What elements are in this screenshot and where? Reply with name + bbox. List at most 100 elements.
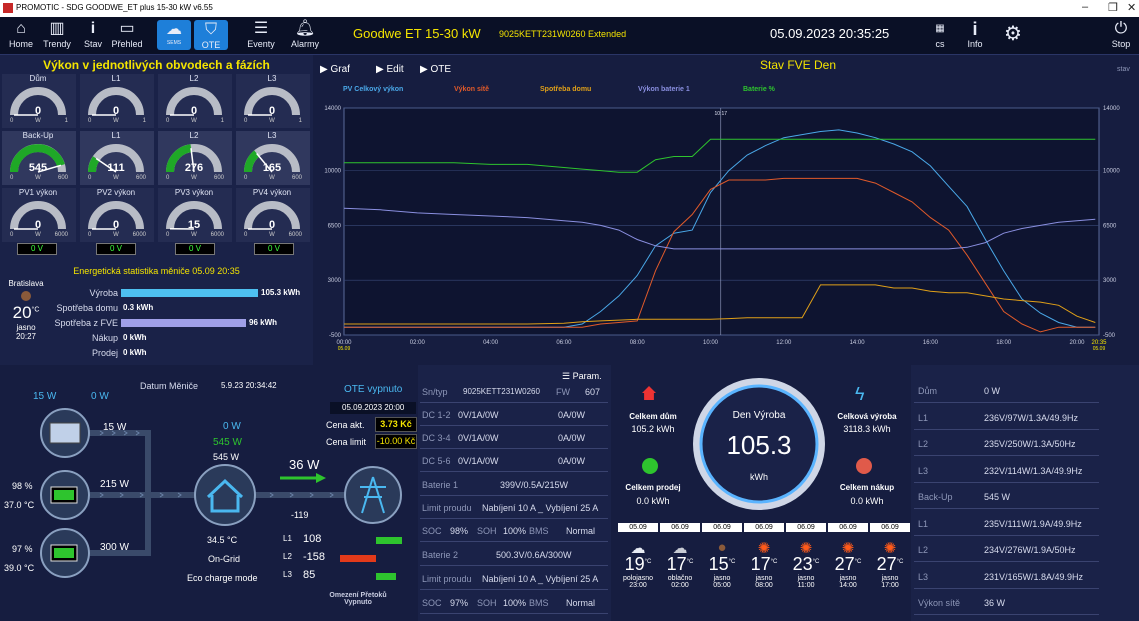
stat-value: 0 kWh bbox=[123, 333, 147, 342]
gauge-label: PV1 výkon bbox=[18, 188, 58, 197]
pv-flow-line bbox=[70, 430, 195, 498]
gauge-track bbox=[166, 201, 222, 230]
phase-table-row: Back-Up 545 W bbox=[914, 483, 1099, 509]
param-button[interactable]: ☰ Param. bbox=[562, 371, 602, 382]
phase-table-label: Back-Up bbox=[918, 492, 953, 502]
param-label: Param. bbox=[572, 371, 602, 381]
gauge: L3 0 W 0 1 bbox=[236, 74, 308, 138]
eventy-button[interactable]: ☰ Eventy bbox=[244, 19, 278, 53]
sems-button[interactable]: ☁ SEMS bbox=[157, 20, 191, 50]
house-w1: 0 W bbox=[223, 421, 241, 432]
forecast-temp-value: 17 bbox=[666, 554, 687, 574]
chart-xtick: 04:00 bbox=[483, 340, 499, 346]
trendy-button[interactable]: ▥ Trendy bbox=[40, 19, 74, 53]
left-panel-title: Výkon v jednotlivých obvodech a fázích bbox=[43, 58, 270, 72]
gauge-unit: W bbox=[191, 175, 197, 181]
info-button[interactable]: i Info bbox=[958, 19, 992, 53]
alarmy-button[interactable]: 🔔︎ Alarmy bbox=[288, 19, 322, 53]
gauge-max: 6000 bbox=[54, 232, 68, 238]
lim2-value: Nabíjení 10 A _ Vybíjení 25 A bbox=[482, 574, 599, 584]
phase-table-value: 36 W bbox=[984, 598, 1006, 608]
phase-table-row: L2 235V/250W/1.3A/50Hz bbox=[914, 430, 1099, 456]
trend-chart[interactable]: 14000 14000 10000 10000 6500 6500 3000 3000 -500… bbox=[313, 78, 1139, 360]
house-icon bbox=[206, 478, 244, 513]
edit-button[interactable]: ▶ Edit bbox=[376, 64, 404, 75]
graf-button[interactable]: ▶ Graf bbox=[320, 64, 350, 75]
bat1-label: Baterie 1 bbox=[422, 480, 459, 490]
gauge: L3 165 W 0 600 bbox=[236, 131, 308, 195]
bat2-flow-line bbox=[90, 495, 151, 556]
forecast-item: 06.09 ✺ 17°C jasno 08:00 bbox=[744, 523, 784, 589]
chart-legend-item: Výkon sítě bbox=[454, 86, 489, 93]
flow-diagram bbox=[40, 408, 402, 580]
phase-table-row: Dům 0 W bbox=[914, 377, 1099, 403]
forecast-time: 23:00 bbox=[629, 582, 647, 589]
gauge-unit: W bbox=[35, 175, 41, 181]
gauge-unit: W bbox=[269, 232, 275, 238]
home-button[interactable]: ⌂ Home bbox=[4, 19, 38, 53]
gauge-needle bbox=[37, 164, 62, 173]
gauge-track bbox=[166, 87, 222, 116]
forecast-temp-value: 27 bbox=[876, 554, 897, 574]
forecast-date: 06.09 bbox=[660, 523, 700, 532]
phase-value: 108 bbox=[303, 533, 322, 545]
stav-toggle[interactable]: stav bbox=[1117, 66, 1130, 73]
prehled-button[interactable]: ▭ Přehled bbox=[111, 20, 143, 49]
den-label: Den Výroba bbox=[732, 410, 786, 421]
close-icon[interactable]: ✕ bbox=[1127, 2, 1137, 14]
chart-ytick-right: -500 bbox=[1103, 333, 1116, 339]
gauge-max: 1 bbox=[220, 118, 224, 124]
dc-label: DC 5-6 bbox=[422, 456, 451, 466]
phase-table-row: Výkon sítě 36 W bbox=[914, 589, 1099, 615]
gauge: PV1 výkon 0 W 0 6000 bbox=[2, 188, 74, 252]
lim1-row: Limit proudu Nabíjení 10 A _ Vybíjení 25 … bbox=[420, 497, 608, 519]
minimize-icon[interactable]: – bbox=[1082, 1, 1089, 13]
ote-chart-button[interactable]: ▶ OTE bbox=[420, 64, 452, 75]
gauge: Back-Up 545 W 0 600 bbox=[2, 131, 74, 195]
ote-title: OTE vypnuto bbox=[344, 384, 403, 395]
gauge-max: 1 bbox=[64, 118, 68, 124]
bat1-value: 399V/0.5A/215W bbox=[500, 480, 569, 490]
ote-button[interactable]: ⛉ OTE bbox=[194, 20, 228, 50]
gauge-fill bbox=[10, 144, 65, 173]
weather-unit: °C bbox=[31, 306, 40, 314]
lim2-label: Limit proudu bbox=[422, 574, 472, 584]
phase-table-row: L2 234V/276W/1.9A/50Hz bbox=[914, 536, 1099, 562]
dc-value: 0V/1A/0W bbox=[458, 433, 499, 443]
gauge: L2 0 W 0 1 bbox=[158, 74, 230, 138]
house-node bbox=[194, 464, 256, 526]
flag-icon: ▦ bbox=[935, 23, 945, 34]
chart-ytick-right: 14000 bbox=[1103, 106, 1120, 112]
chart-ytick-left: 3000 bbox=[328, 278, 342, 284]
cena-lim-label: Cena limit bbox=[326, 437, 367, 447]
phase-table-label: L2 bbox=[918, 439, 929, 449]
soh1-value: 100% bbox=[503, 526, 527, 536]
restore-icon[interactable]: ❐ bbox=[1108, 2, 1118, 14]
stat-label: Spotřeba z FVE bbox=[54, 318, 118, 328]
bell-icon: 🔔︎ bbox=[294, 20, 316, 37]
forecast-temp-value: 17 bbox=[750, 554, 771, 574]
phase-label: L3 bbox=[283, 570, 292, 579]
stop-button[interactable]: ⏻ Stop bbox=[1104, 19, 1138, 53]
stat-label: Spotřeba domu bbox=[56, 303, 118, 313]
cena-lim-value[interactable]: -10.00 Kč bbox=[375, 434, 417, 449]
stav-button[interactable]: i Stav bbox=[76, 19, 110, 53]
gauge-arc bbox=[88, 87, 144, 116]
inverter-panel bbox=[418, 365, 611, 621]
cena-akt-label: Cena akt. bbox=[326, 420, 365, 430]
gauge-min: 0 bbox=[88, 175, 92, 181]
phase-table-label: L1 bbox=[918, 518, 929, 529]
settings-button[interactable]: ⚙ bbox=[996, 19, 1030, 53]
gauge-unit: W bbox=[113, 118, 119, 124]
gauge-label: Dům bbox=[29, 74, 47, 83]
gauge-value: 0 bbox=[268, 105, 276, 117]
house-temp: 34.5 °C bbox=[207, 535, 238, 545]
sun-icon: ✺ bbox=[799, 540, 813, 557]
gauge-label: PV4 výkon bbox=[252, 188, 292, 197]
gauge-arc bbox=[10, 201, 66, 230]
forecast-temp: 23°C bbox=[786, 554, 826, 575]
language-button[interactable]: ▦ cs bbox=[924, 19, 956, 53]
dc-value: 0V/1A/0W bbox=[458, 410, 499, 420]
phase-table-value: 235V/111W/1.9A/49.9Hz bbox=[984, 518, 1082, 529]
gauge: L1 111 W 0 600 bbox=[80, 131, 152, 195]
